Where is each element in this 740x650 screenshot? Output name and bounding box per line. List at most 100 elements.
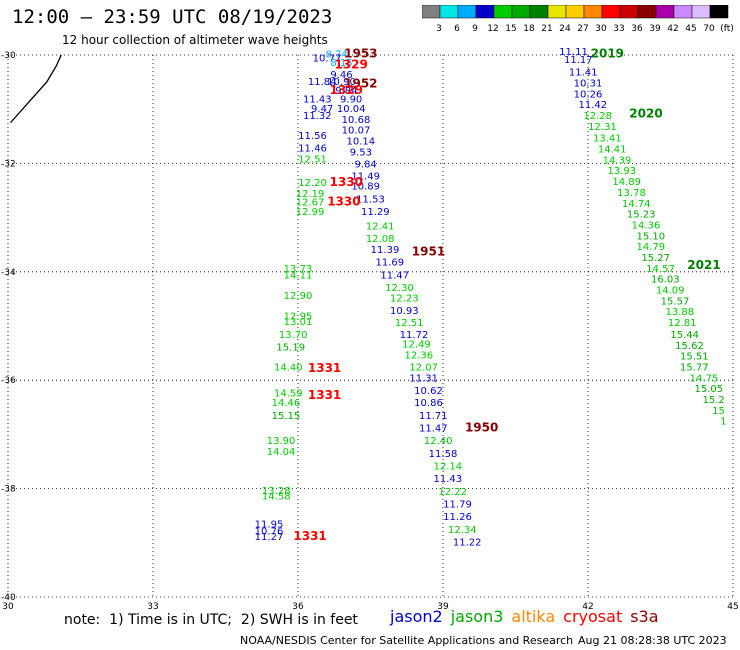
wave-height-value: 11.27 bbox=[255, 532, 284, 543]
wave-height-value: 12.67 bbox=[296, 198, 325, 209]
wave-height-value: 15.05 bbox=[695, 384, 724, 395]
wave-height-value: 9.84 bbox=[335, 86, 357, 97]
wave-height-value: 11.79 bbox=[443, 500, 472, 511]
wave-height-value: 11.71 bbox=[419, 411, 448, 422]
colorbar: 3 6 9 12 15 18 21 24 27 30 33 36 39 42 45 70 (ft) bbox=[422, 5, 734, 34]
wave-height-value: 10.86 bbox=[414, 398, 443, 409]
wave-height-value: 1 bbox=[720, 417, 726, 428]
wave-height-value: 11.72 bbox=[400, 330, 429, 341]
colorbar-label: 24 bbox=[559, 24, 571, 34]
wave-height-value: 14.74 bbox=[622, 199, 651, 210]
wave-height-value: 10.93 bbox=[390, 306, 419, 317]
wave-height-value: 12.51 bbox=[395, 318, 424, 329]
wave-height-value: 12.19 bbox=[296, 189, 325, 200]
wave-height-value: 12.51 bbox=[298, 154, 327, 165]
wave-height-value: 13.41 bbox=[593, 134, 622, 145]
wave-height-value: 14.57 bbox=[646, 264, 675, 275]
wave-height-value: 12.23 bbox=[390, 294, 419, 305]
wave-height-value: 12.14 bbox=[434, 462, 463, 473]
legend-item-jason3: jason3 bbox=[450, 607, 504, 626]
legend-item-jason2: jason2 bbox=[390, 607, 443, 626]
y-tick-label: -38 bbox=[1, 485, 16, 495]
colorbar-swatch bbox=[709, 5, 729, 19]
wave-height-value: 10.62 bbox=[414, 386, 443, 397]
colorbar-label: 15 bbox=[505, 24, 516, 34]
wave-height-value: 9.84 bbox=[355, 160, 377, 171]
wave-height-value: 11.41 bbox=[569, 68, 598, 79]
wave-height-value: 11.46 bbox=[298, 143, 327, 154]
wave-height-value: 10.76 bbox=[255, 527, 284, 538]
pass-time-label: 2019 bbox=[591, 47, 624, 61]
wave-height-value: 12.34 bbox=[448, 525, 477, 536]
wave-height-value: 14.39 bbox=[603, 155, 632, 166]
wave-height-value: 12.07 bbox=[409, 362, 438, 373]
wave-height-value: 14.40 bbox=[274, 362, 303, 373]
wave-height-value: 9.46 bbox=[330, 70, 352, 81]
pass-time-label: 1951 bbox=[412, 245, 445, 259]
wave-height-value: 15.23 bbox=[627, 210, 656, 221]
wave-height-value: 9.47 bbox=[311, 104, 333, 115]
x-tick-label: 45 bbox=[727, 602, 738, 612]
colorbar-label: 33 bbox=[613, 24, 624, 34]
wave-height-value: 15.77 bbox=[680, 362, 709, 373]
wave-height-value: 10.31 bbox=[574, 78, 603, 89]
wave-height-value: 13.28 bbox=[262, 486, 291, 497]
wave-height-value: 10.14 bbox=[347, 136, 376, 147]
wave-height-value: 10.26 bbox=[574, 89, 603, 100]
wave-height-value: 15 bbox=[712, 406, 725, 417]
y-tick-label: -30 bbox=[1, 51, 16, 61]
wave-height-value: 11.42 bbox=[579, 100, 608, 111]
colorbar-label: 70 bbox=[703, 24, 715, 34]
pass-time-label: 1331 bbox=[308, 388, 341, 402]
y-tick-label: -34 bbox=[1, 268, 16, 278]
wave-height-value: 13.93 bbox=[608, 166, 637, 177]
wave-height-value: 15.10 bbox=[637, 231, 666, 242]
pass-time-label: 1330 bbox=[330, 175, 363, 189]
pass-time-label: 1331 bbox=[308, 361, 341, 375]
wave-height-value: 12.31 bbox=[588, 122, 617, 133]
legend-item-altika: altika bbox=[511, 607, 556, 626]
coastline bbox=[9, 54, 62, 124]
wave-height-value: 11.69 bbox=[376, 257, 405, 268]
wave-height-value: 13.01 bbox=[284, 317, 313, 328]
colorbar-label: 30 bbox=[595, 24, 607, 34]
note-text: note: 1) Time is in UTC; 2) SWH is in fe… bbox=[64, 612, 358, 628]
footer-credit: NOAA/NESDIS Center for Satellite Applica… bbox=[240, 634, 574, 647]
wave-height-value: 11.17 bbox=[564, 55, 593, 66]
wave-height-value: 15.15 bbox=[272, 411, 301, 422]
wave-height-value: 14.11 bbox=[284, 270, 313, 281]
y-tick-label: -40 bbox=[1, 593, 16, 603]
wave-height-value: 12.20 bbox=[298, 178, 327, 189]
wave-height-value: 11.43 bbox=[434, 474, 463, 485]
wave-height-value: 14.59 bbox=[274, 388, 303, 399]
wave-height-value: 15.44 bbox=[670, 330, 699, 341]
colorbar-label: 27 bbox=[577, 24, 588, 34]
wave-height-value: 15.2 bbox=[703, 395, 725, 406]
chart-title: 12:00 – 23:59 UTC 08/19/2023 bbox=[12, 6, 333, 28]
colorbar-label: 9 bbox=[472, 24, 478, 34]
wave-height-value: 12.08 bbox=[366, 234, 395, 245]
wave-height-value: 11.39 bbox=[371, 245, 400, 256]
wave-height-value: 10.89 bbox=[351, 181, 380, 192]
wave-height-value: 11.29 bbox=[361, 207, 390, 218]
wave-height-value: 11.49 bbox=[351, 172, 380, 183]
wave-height-value: 12.28 bbox=[583, 111, 612, 122]
pass-time-label: 1950 bbox=[465, 421, 498, 435]
colorbar-label: 6 bbox=[454, 24, 460, 34]
wave-height-value: 14.09 bbox=[656, 285, 685, 296]
wave-height-value: 12.22 bbox=[438, 487, 467, 498]
wave-height-value: 12.90 bbox=[284, 291, 313, 302]
wave-height-value: 8.15 bbox=[330, 58, 352, 69]
wave-height-value: 11.32 bbox=[303, 111, 332, 122]
pass-time-label: 2020 bbox=[629, 106, 662, 120]
x-tick-label: 39 bbox=[437, 602, 449, 612]
wave-height-value: 13.78 bbox=[617, 188, 646, 199]
colorbar-label: 42 bbox=[667, 24, 678, 34]
wave-height-value: 14.58 bbox=[262, 491, 291, 502]
wave-height-value: 12.81 bbox=[668, 318, 697, 329]
pass-time-label: 1329 bbox=[334, 58, 367, 72]
pass-time-label: 2021 bbox=[687, 258, 720, 272]
pass-time-label: 1953 bbox=[344, 47, 377, 61]
colorbar-label: 3 bbox=[436, 24, 442, 34]
pass-time-label: 1331 bbox=[293, 529, 326, 543]
